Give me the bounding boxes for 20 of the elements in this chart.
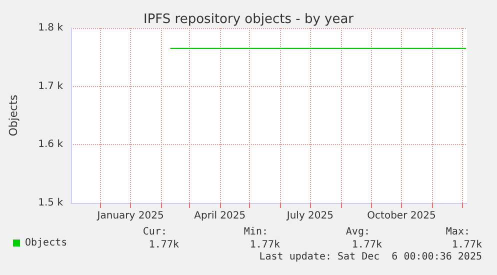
text: Min: [244, 226, 268, 238]
y-tick-label: 1.8 k [38, 22, 64, 34]
chart-title: IPFS repository objects - by year [143, 12, 354, 27]
x-tick-label: January 2025 [96, 210, 164, 222]
text: Max: [446, 226, 470, 238]
y-axis-title: Objects [7, 94, 20, 136]
x-tick-label: April 2025 [194, 210, 246, 222]
text: 1.77k [148, 240, 179, 250]
text: 1.77k [250, 240, 280, 250]
text: Last update: Sat Dec 6 00:00:36 2025 [259, 252, 482, 262]
x-tick-label: October 2025 [367, 210, 436, 222]
text: 1.77k [352, 240, 382, 250]
text: Cur: [142, 226, 167, 238]
x-tick-label: July 2025 [286, 210, 334, 222]
legend-label: Objects [25, 238, 68, 248]
text: Avg: [346, 226, 370, 238]
y-tick-label: 1.5 k [38, 198, 64, 208]
y-tick-label: 1.6 k [38, 139, 64, 150]
text: 1.77k [452, 240, 482, 250]
y-tick-label: 1.7 k [38, 80, 64, 92]
